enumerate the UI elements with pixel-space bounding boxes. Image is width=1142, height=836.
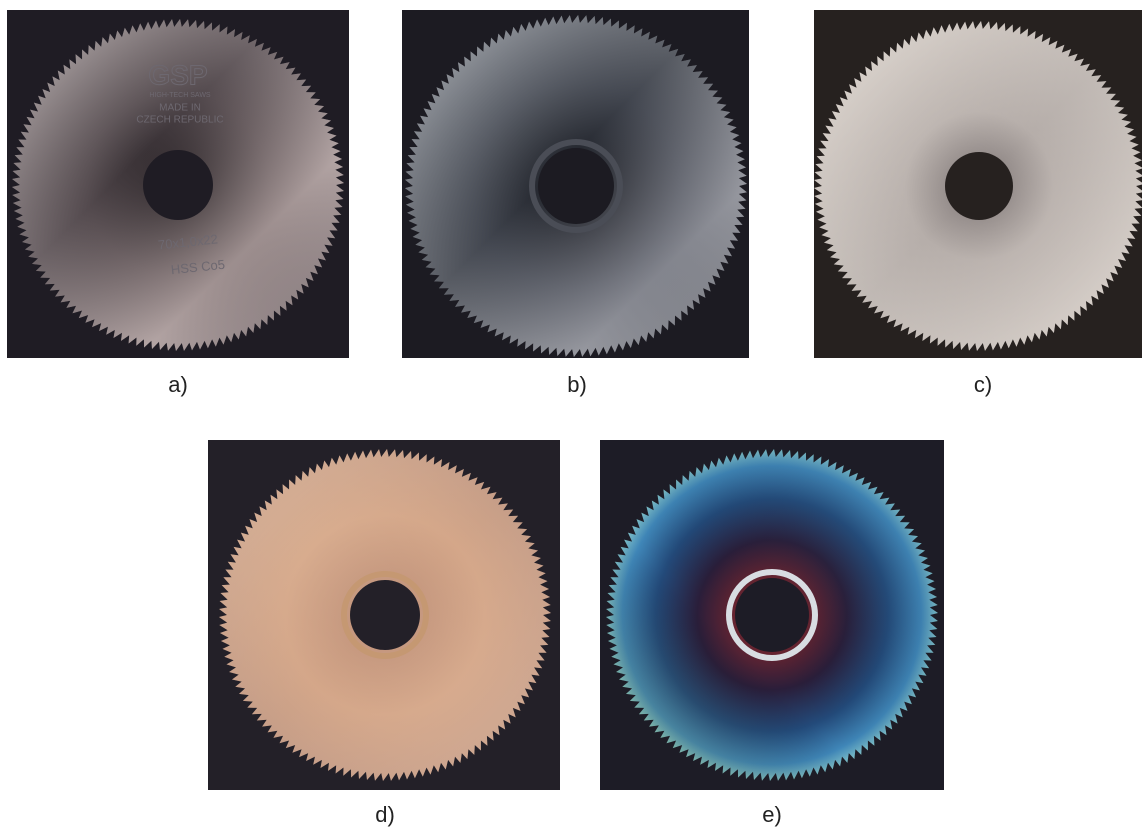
blades — [7, 10, 1142, 790]
etching: GSP HIGH-TECH SAWS MADE IN CZECH REPUBLI… — [136, 59, 225, 277]
panel-label: b) — [567, 372, 587, 397]
arbor-hole — [945, 152, 1013, 220]
blade-photo — [600, 440, 944, 790]
arbor-hole — [143, 150, 213, 220]
arbor-hole — [735, 578, 809, 652]
panel-label: d) — [375, 802, 395, 827]
arbor-hole — [350, 580, 420, 650]
etched-text: HSS Co5 — [170, 257, 225, 278]
blade-photo — [814, 10, 1142, 358]
arbor-hole — [538, 148, 614, 224]
panel-label: c) — [974, 372, 992, 397]
etched-text: HIGH-TECH SAWS — [149, 92, 211, 99]
hub-ring — [529, 139, 623, 233]
etched-text: CZECH REPUBLIC — [136, 115, 223, 126]
panel-label: a) — [168, 372, 188, 397]
panel-label: e) — [762, 802, 782, 827]
hub-ring — [341, 571, 429, 659]
hub-ring — [726, 569, 818, 661]
blade-photo — [208, 440, 560, 790]
blade-photo — [7, 10, 349, 358]
blade-photo — [402, 10, 749, 358]
etched-text: GSP — [148, 59, 207, 90]
etched-text: MADE IN — [159, 103, 201, 114]
etched-text: 70x1,0x22 — [157, 231, 218, 252]
